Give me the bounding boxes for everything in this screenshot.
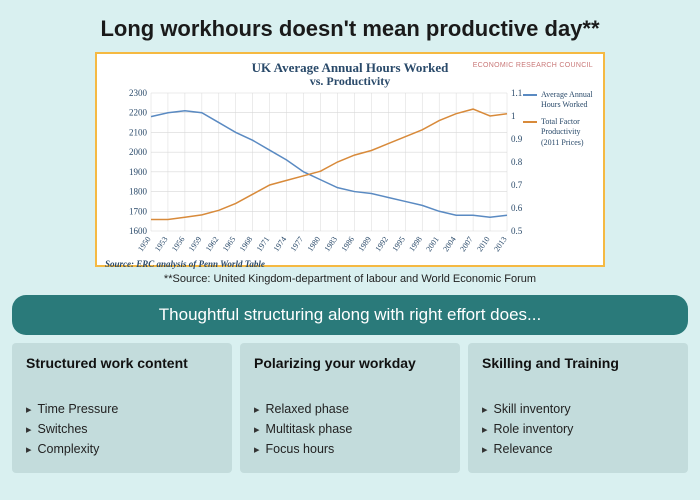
legend-label: Average Annual Hours Worked [541, 90, 595, 111]
chart-logo-text: ECONOMIC RESEARCH COUNCIL [473, 62, 593, 69]
column: Polarizing your workday Relaxed phaseMult… [240, 343, 460, 473]
svg-text:1983: 1983 [323, 235, 340, 253]
svg-text:1959: 1959 [187, 235, 204, 253]
svg-text:1971: 1971 [255, 235, 272, 253]
chart-subtitle: vs. Productivity [105, 74, 595, 89]
svg-text:1962: 1962 [204, 235, 221, 253]
columns-row: Structured work content Time PressureSwit… [12, 343, 688, 473]
svg-text:1600: 1600 [129, 226, 148, 236]
column: Structured work content Time PressureSwit… [12, 343, 232, 473]
svg-text:2200: 2200 [129, 108, 148, 118]
svg-text:2007: 2007 [458, 235, 475, 253]
legend-item: Average Annual Hours Worked [523, 90, 595, 111]
svg-text:1968: 1968 [238, 235, 255, 253]
svg-text:1965: 1965 [221, 235, 238, 253]
legend-swatch [523, 121, 537, 123]
svg-text:1995: 1995 [390, 235, 407, 253]
svg-text:1974: 1974 [272, 235, 289, 253]
svg-text:0.7: 0.7 [511, 180, 523, 190]
svg-text:2013: 2013 [492, 235, 509, 253]
svg-text:1977: 1977 [289, 235, 306, 253]
svg-text:1986: 1986 [340, 235, 357, 253]
svg-text:2100: 2100 [129, 127, 148, 137]
svg-text:1900: 1900 [129, 167, 148, 177]
column-list-item: Multitask phase [254, 419, 446, 439]
column-list: Time PressureSwitchesComplexity [26, 399, 218, 459]
svg-text:2000: 2000 [129, 147, 148, 157]
column-list-item: Relevance [482, 439, 674, 459]
column-heading: Skilling and Training [482, 355, 674, 391]
legend-item: Total Factor Productivity (2011 Prices) [523, 117, 595, 148]
column-list-item: Complexity [26, 439, 218, 459]
svg-text:1998: 1998 [407, 235, 424, 253]
svg-text:2010: 2010 [475, 235, 492, 253]
column-heading: Polarizing your workday [254, 355, 446, 391]
svg-text:1953: 1953 [153, 235, 170, 253]
svg-text:1.1: 1.1 [511, 89, 522, 98]
svg-text:1992: 1992 [373, 235, 390, 253]
svg-text:2004: 2004 [441, 235, 458, 253]
page-title: Long workhours doesn't mean productive d… [12, 16, 688, 42]
column-list-item: Switches [26, 419, 218, 439]
column-list: Relaxed phaseMultitask phaseFocus hours [254, 399, 446, 459]
legend-label: Total Factor Productivity (2011 Prices) [541, 117, 595, 148]
svg-text:1980: 1980 [306, 235, 323, 253]
chart-legend: Average Annual Hours Worked Total Factor … [523, 90, 595, 154]
column: Skilling and Training Skill inventoryRole… [468, 343, 688, 473]
svg-text:0.8: 0.8 [511, 157, 523, 167]
svg-text:1700: 1700 [129, 206, 148, 216]
svg-text:0.6: 0.6 [511, 203, 523, 213]
chart-container: ECONOMIC RESEARCH COUNCIL UK Average Ann… [95, 52, 605, 267]
column-list-item: Role inventory [482, 419, 674, 439]
svg-text:1989: 1989 [356, 235, 373, 253]
column-heading: Structured work content [26, 355, 218, 391]
svg-text:0.5: 0.5 [511, 226, 523, 236]
svg-text:1956: 1956 [170, 235, 187, 253]
svg-text:0.9: 0.9 [511, 134, 523, 144]
svg-text:1950: 1950 [136, 235, 153, 253]
banner-text: Thoughtful structuring along with right … [12, 295, 688, 335]
svg-text:1800: 1800 [129, 187, 148, 197]
svg-text:2300: 2300 [129, 89, 148, 98]
legend-swatch [523, 94, 537, 96]
column-list-item: Time Pressure [26, 399, 218, 419]
svg-text:2001: 2001 [424, 235, 441, 253]
source-byline: **Source: United Kingdom-department of l… [12, 273, 688, 285]
column-list-item: Skill inventory [482, 399, 674, 419]
chart-source: Source: ERC analysis of Penn World Table [105, 259, 595, 269]
column-list-item: Relaxed phase [254, 399, 446, 419]
column-list-item: Focus hours [254, 439, 446, 459]
svg-text:1: 1 [511, 111, 516, 121]
column-list: Skill inventoryRole inventoryRelevance [482, 399, 674, 459]
